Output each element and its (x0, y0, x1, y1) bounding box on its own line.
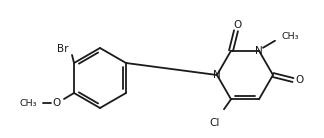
Text: CH₃: CH₃ (282, 32, 299, 41)
Text: O: O (295, 75, 303, 85)
Text: CH₃: CH₃ (19, 99, 37, 108)
Text: O: O (234, 20, 242, 30)
Text: O: O (52, 98, 60, 108)
Text: Br: Br (56, 44, 68, 54)
Text: Cl: Cl (210, 118, 220, 128)
Text: N: N (213, 70, 221, 80)
Text: N: N (255, 46, 263, 56)
